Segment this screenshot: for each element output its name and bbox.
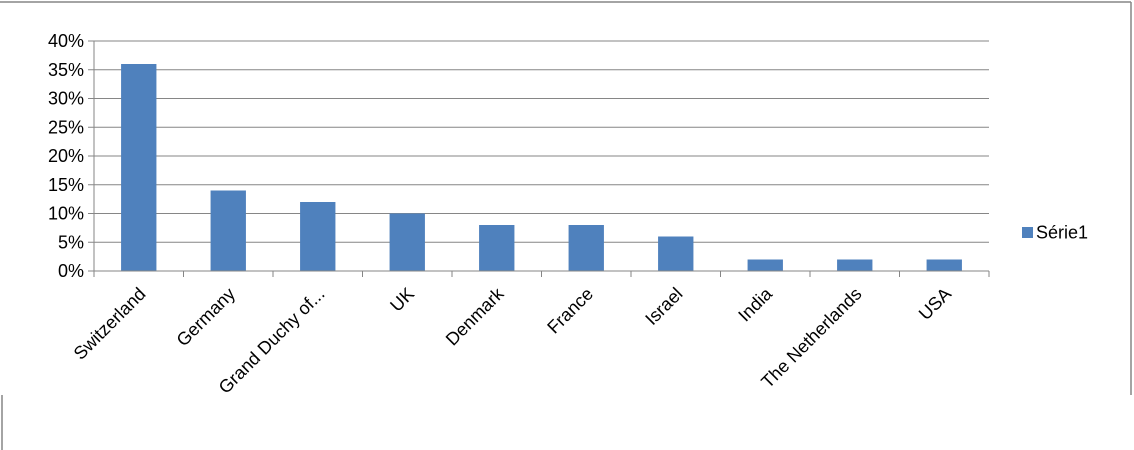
y-tick-label: 10% (48, 204, 84, 224)
legend-swatch (1022, 227, 1033, 238)
bar-france (568, 225, 604, 271)
legend: Série1 (1022, 223, 1088, 243)
y-tick-label: 35% (48, 60, 84, 80)
bar-usa (926, 259, 962, 271)
y-tick-label: 30% (48, 89, 84, 109)
y-tick-label: 40% (48, 31, 84, 51)
legend-label: Série1 (1036, 223, 1088, 243)
x-tick-label: Germany (173, 284, 239, 350)
bar-india (747, 259, 783, 271)
bar-denmark (479, 225, 515, 271)
bars (121, 64, 962, 271)
bar-germany (210, 190, 246, 271)
y-tick-label: 25% (48, 117, 84, 137)
bar-uk (389, 213, 425, 271)
x-tick-label: USA (915, 284, 955, 324)
bar-switzerland (121, 64, 157, 271)
y-tick-label: 20% (48, 146, 84, 166)
bar-the-netherlands (837, 259, 873, 271)
y-tick-label: 0% (58, 261, 84, 281)
x-tick-label: India (734, 283, 776, 325)
x-tick-label: Switzerland (70, 284, 150, 364)
y-tick-labels: 0% 5% 10% 15% 20% 25% 30% 35% 40% (48, 31, 84, 281)
x-tick-label: France (543, 284, 597, 338)
x-tick-label: Israel (641, 284, 686, 329)
bar-israel (658, 236, 694, 271)
x-tick-label: UK (386, 284, 418, 316)
axes (88, 40, 990, 277)
bar-grand-duchy-of (300, 202, 336, 271)
y-tick-label: 5% (58, 232, 84, 252)
y-tick-label: 15% (48, 175, 84, 195)
x-tick-label: Denmark (442, 283, 508, 349)
